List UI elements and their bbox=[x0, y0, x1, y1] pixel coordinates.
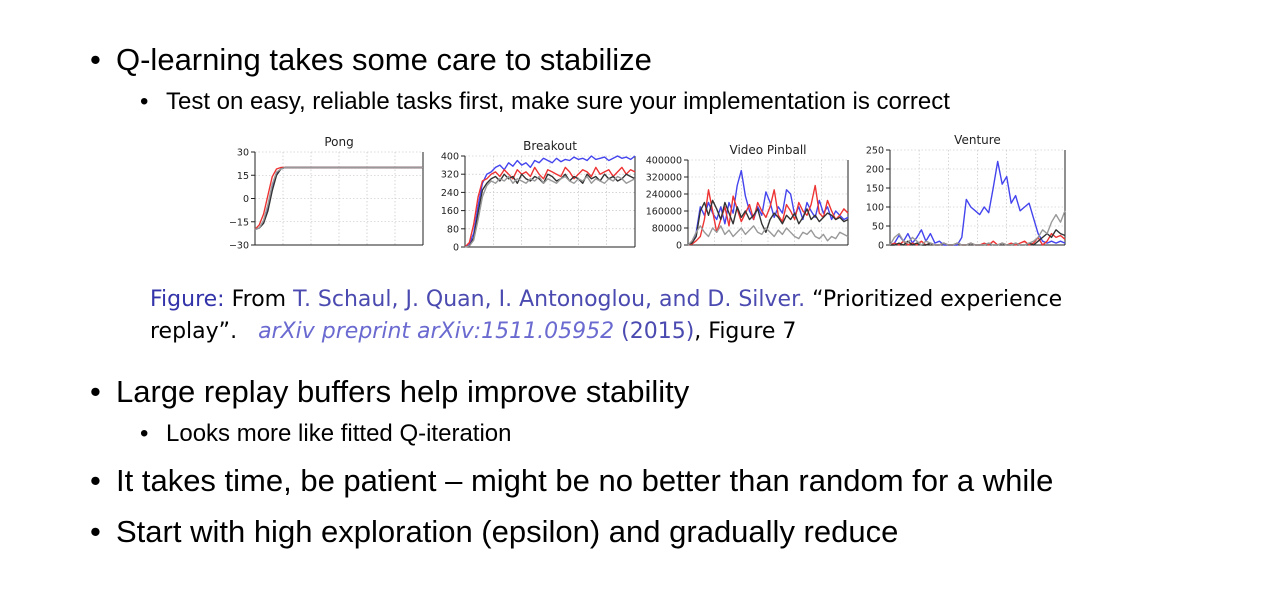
y-tick-label: 80 bbox=[447, 224, 459, 235]
y-tick-label: 320 bbox=[441, 170, 459, 181]
caption-year[interactable]: (2015) bbox=[621, 319, 695, 344]
y-tick-label: 320000 bbox=[646, 173, 682, 184]
chart-grid bbox=[890, 149, 1065, 246]
y-tick-label: 100 bbox=[866, 203, 884, 214]
series-line-red bbox=[464, 166, 636, 248]
bullet-marker: • bbox=[90, 463, 101, 498]
chart-pong: Pong 30 15 0 −15 −30 bbox=[229, 135, 424, 252]
bullet-exploration: • Start with high exploration (epsilon) a… bbox=[90, 514, 898, 550]
y-tick-label: −30 bbox=[229, 241, 249, 252]
chart-video-pinball: Video Pinball 400000 320000 240000 160000 800… bbox=[646, 143, 849, 252]
bullet-marker: • bbox=[90, 514, 101, 549]
y-tick-label: 0 bbox=[878, 241, 884, 252]
y-tick-label: 400 bbox=[441, 152, 459, 163]
series-line-blue bbox=[889, 160, 1066, 246]
chart-breakout: Breakout 400 320 240 160 80 0 bbox=[441, 139, 636, 254]
y-tick-label: 50 bbox=[872, 222, 884, 233]
bullet-replay-buffers: • Large replay buffers help improve stabi… bbox=[90, 374, 689, 410]
series-line-gray bbox=[464, 175, 636, 248]
caption-title: “Prioritized experience bbox=[812, 287, 1063, 312]
y-tick-label: 240 bbox=[441, 188, 459, 199]
bullet-text: Large replay buffers help improve stabil… bbox=[116, 374, 690, 409]
y-tick-label: 0 bbox=[243, 194, 249, 205]
y-tick-label: 0 bbox=[453, 243, 459, 254]
bullet-marker: • bbox=[90, 374, 101, 409]
caption-label: Figure: bbox=[150, 287, 225, 312]
chart-title: Breakout bbox=[523, 139, 577, 153]
bullet-text: Q-learning takes some care to stabilize bbox=[116, 42, 652, 77]
caption-figure-ref: , Figure 7 bbox=[694, 319, 797, 344]
series-line-red bbox=[687, 184, 849, 246]
y-tick-label: 150 bbox=[866, 184, 884, 195]
sub-bullet-fitted-q: • Looks more like fitted Q-iteration bbox=[140, 420, 511, 448]
bullet-patience: • It takes time, be patient – might be no… bbox=[90, 463, 1053, 499]
y-tick-label: 160 bbox=[441, 206, 459, 217]
series-line-black bbox=[687, 199, 849, 246]
series-line-gray bbox=[254, 166, 423, 231]
chart-grid bbox=[255, 151, 423, 246]
caption-line-1: Figure: From T. Schaul, J. Quan, I. Anto… bbox=[150, 284, 1062, 316]
caption-venue[interactable]: arXiv preprint arXiv:1511.05952 bbox=[258, 319, 615, 344]
y-tick-label: 30 bbox=[237, 148, 249, 159]
chart-venture: Venture 250 200 150 100 50 0 bbox=[866, 133, 1066, 252]
series-line-gray bbox=[687, 225, 849, 246]
y-tick-label: 160000 bbox=[646, 207, 682, 218]
caption-line-2: replay”. arXiv preprint arXiv:1511.05952… bbox=[150, 316, 1062, 348]
bullet-marker: • bbox=[140, 88, 149, 115]
bullet-text: Start with high exploration (epsilon) an… bbox=[116, 514, 899, 549]
chart-title: Venture bbox=[954, 133, 1001, 147]
y-tick-label: 0 bbox=[676, 241, 682, 252]
series-line-gray bbox=[889, 210, 1066, 246]
chart-title: Video Pinball bbox=[730, 143, 807, 157]
figure-caption: Figure: From T. Schaul, J. Quan, I. Anto… bbox=[150, 284, 1062, 348]
y-tick-label: 80000 bbox=[652, 224, 682, 235]
y-tick-label: 250 bbox=[866, 146, 884, 157]
chart-title: Pong bbox=[324, 135, 353, 149]
caption-title-cont: replay”. bbox=[150, 319, 238, 344]
y-tick-label: 400000 bbox=[646, 156, 682, 167]
y-tick-label: 15 bbox=[237, 171, 249, 182]
y-tick-label: 200 bbox=[866, 165, 884, 176]
bullet-q-learning: • Q-learning takes some care to stabilize bbox=[90, 42, 652, 78]
bullet-text: Looks more like fitted Q-iteration bbox=[166, 420, 512, 447]
sub-bullet-test-easy: • Test on easy, reliable tasks first, mak… bbox=[140, 88, 950, 116]
figure-charts: Pong30150−15−30Breakout400320240160800Vi… bbox=[229, 133, 1066, 254]
y-tick-label: −15 bbox=[229, 217, 249, 228]
y-tick-label: 240000 bbox=[646, 190, 682, 201]
series-line-black bbox=[464, 173, 636, 248]
bullet-text: It takes time, be patient – might be no … bbox=[116, 463, 1054, 498]
bullet-marker: • bbox=[140, 420, 149, 447]
series-line-blue bbox=[687, 169, 849, 246]
bullet-text: Test on easy, reliable tasks first, make… bbox=[166, 88, 950, 115]
caption-authors[interactable]: T. Schaul, J. Quan, I. Antonoglou, and D… bbox=[293, 287, 806, 312]
series-line-blue bbox=[464, 155, 636, 248]
bullet-marker: • bbox=[90, 42, 101, 77]
caption-from: From bbox=[231, 287, 287, 312]
